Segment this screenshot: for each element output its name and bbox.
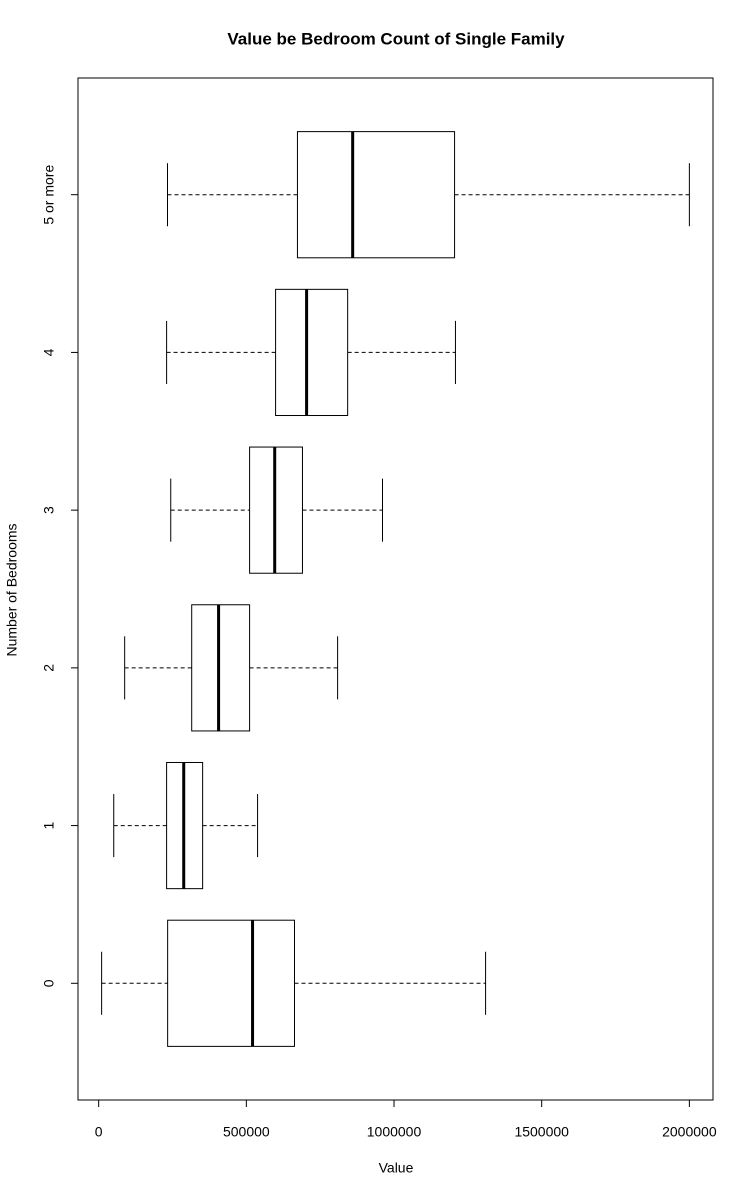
x-tick-label: 2000000 (662, 1124, 717, 1140)
chart-title: Value be Bedroom Count of Single Family (227, 29, 565, 48)
y-tick-label: 3 (41, 506, 57, 514)
y-tick-label: 0 (41, 979, 57, 987)
y-tick-label: 5 or more (41, 165, 57, 225)
box (167, 919, 295, 1047)
x-tick-label: 500000 (223, 1124, 270, 1140)
y-axis-label: Number of Bedrooms (4, 523, 20, 656)
x-tick-label: 1000000 (367, 1124, 422, 1140)
x-tick-label: 1500000 (514, 1124, 569, 1140)
y-tick-label: 4 (41, 348, 57, 356)
box (275, 288, 349, 417)
y-tick-label: 1 (41, 821, 57, 829)
x-axis-label: Value (379, 1160, 414, 1176)
x-tick-label: 0 (95, 1124, 103, 1140)
y-tick-label: 2 (41, 664, 57, 672)
box (296, 131, 456, 259)
box (191, 604, 251, 732)
